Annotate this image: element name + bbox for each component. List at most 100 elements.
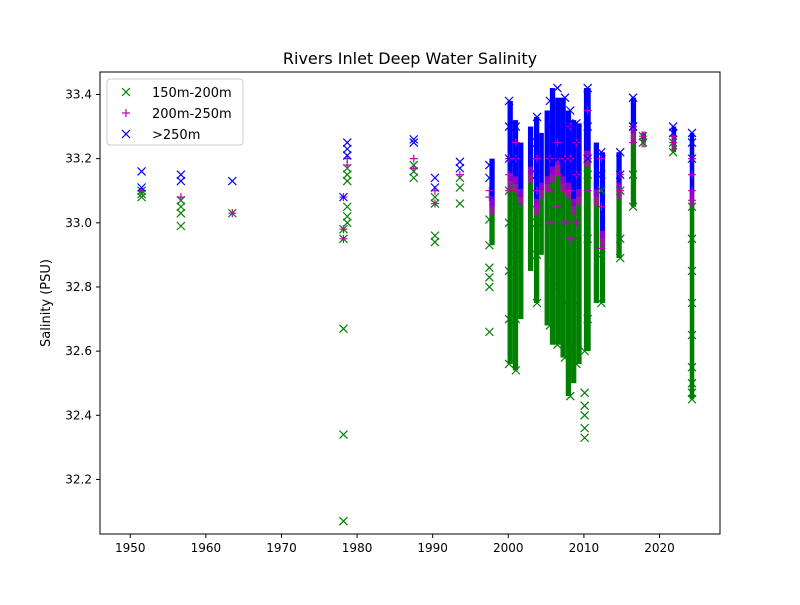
point-150-200m bbox=[583, 170, 593, 180]
column-over-250m bbox=[571, 120, 577, 207]
column-200-250m bbox=[549, 166, 556, 183]
y-axis: 32.2 32.4 32.6 32.8 33.0 33.2 33.4 bbox=[65, 87, 100, 486]
legend-marker bbox=[121, 87, 131, 97]
legend-marker bbox=[122, 109, 130, 117]
point-150-200m bbox=[511, 250, 521, 260]
point-200-250m bbox=[688, 170, 697, 179]
point-150-200m bbox=[484, 272, 494, 282]
y-tick-label: 32.2 bbox=[65, 472, 92, 486]
point-200-250m bbox=[533, 186, 542, 195]
point-150-200m bbox=[628, 202, 638, 212]
point-over-250m bbox=[615, 170, 625, 180]
point-over-250m bbox=[553, 154, 562, 164]
column-200-250m bbox=[630, 124, 637, 141]
column-150-200m bbox=[555, 165, 561, 345]
point-200-250m bbox=[688, 186, 697, 195]
point-over-250m bbox=[409, 138, 419, 148]
point-150-200m bbox=[484, 282, 494, 292]
column-200-250m bbox=[641, 131, 646, 148]
point-200-250m bbox=[545, 186, 554, 195]
x-tick-label: 1970 bbox=[266, 541, 297, 555]
point-150-200m bbox=[583, 234, 593, 244]
point-over-250m bbox=[565, 106, 575, 115]
data-points bbox=[137, 83, 697, 526]
point-over-250m bbox=[668, 122, 678, 131]
x-tick-label: 2020 bbox=[644, 541, 675, 555]
point-150-200m bbox=[545, 266, 555, 276]
point-200-250m bbox=[688, 196, 697, 205]
point-200-250m bbox=[597, 202, 606, 211]
column-over-250m bbox=[489, 158, 495, 207]
point-150-200m bbox=[176, 208, 186, 218]
point-over-250m bbox=[583, 122, 593, 131]
point-150-200m bbox=[687, 202, 697, 212]
legend: 150m-200m 200m-250m >250m bbox=[106, 78, 244, 146]
column-over-250m bbox=[565, 110, 572, 191]
point-over-250m bbox=[342, 138, 352, 148]
point-150-200m bbox=[668, 147, 678, 157]
point-over-250m bbox=[687, 128, 697, 138]
column-150-200m bbox=[689, 200, 695, 400]
point-over-250m bbox=[571, 138, 581, 148]
point-150-200m bbox=[342, 202, 352, 212]
column-over-250m bbox=[560, 97, 566, 185]
column-200-250m bbox=[507, 173, 513, 190]
point-150-200m bbox=[571, 298, 581, 308]
legend-marker bbox=[121, 129, 131, 139]
point-150-200m bbox=[484, 263, 494, 273]
column-200-250m bbox=[527, 166, 534, 183]
y-tick-label: 32.8 bbox=[65, 280, 92, 294]
column-150-200m bbox=[549, 174, 556, 345]
point-200-250m bbox=[566, 234, 575, 243]
point-over-250m bbox=[553, 83, 562, 93]
point-over-250m bbox=[596, 170, 606, 180]
dense-data-columns bbox=[489, 88, 695, 400]
point-over-250m bbox=[137, 167, 147, 176]
point-over-250m bbox=[455, 163, 465, 173]
point-over-250m bbox=[545, 154, 555, 164]
point-200-250m bbox=[566, 186, 575, 195]
column-200-250m bbox=[539, 182, 544, 199]
point-150-200m bbox=[545, 321, 555, 330]
point-over-250m bbox=[687, 154, 697, 164]
y-tick-label: 32.4 bbox=[65, 408, 92, 422]
column-over-250m bbox=[576, 123, 582, 198]
column-150-200m bbox=[599, 238, 606, 303]
point-over-250m bbox=[484, 160, 494, 170]
point-over-250m bbox=[511, 122, 521, 131]
point-200-250m bbox=[505, 186, 514, 195]
x-tick-label: 1990 bbox=[417, 541, 448, 555]
point-150-200m bbox=[532, 250, 542, 260]
point-over-250m bbox=[668, 128, 678, 138]
column-150-200m bbox=[560, 184, 566, 358]
point-150-200m bbox=[137, 192, 147, 202]
column-over-250m bbox=[689, 132, 695, 201]
point-150-200m bbox=[504, 314, 514, 324]
column-200-250m bbox=[599, 230, 606, 247]
column-over-250m bbox=[549, 88, 556, 175]
column-150-200m bbox=[544, 184, 550, 326]
point-150-200m bbox=[532, 298, 542, 308]
point-200-250m bbox=[561, 218, 569, 227]
point-over-250m bbox=[532, 138, 542, 148]
point-over-250m bbox=[455, 157, 465, 167]
y-tick-label: 33.0 bbox=[65, 216, 92, 230]
point-150-200m bbox=[553, 282, 562, 292]
point-150-200m bbox=[342, 170, 352, 180]
point-150-200m bbox=[504, 266, 514, 276]
point-150-200m bbox=[596, 250, 606, 260]
point-200-250m bbox=[597, 154, 606, 163]
column-200-250m bbox=[571, 198, 577, 215]
point-150-200m bbox=[687, 330, 697, 340]
point-200-250m bbox=[533, 202, 542, 211]
point-150-200m bbox=[511, 365, 521, 375]
column-200-250m bbox=[544, 176, 550, 193]
point-over-250m bbox=[339, 192, 348, 202]
point-over-250m bbox=[176, 170, 186, 180]
point-200-250m bbox=[583, 186, 592, 195]
point-150-200m bbox=[553, 211, 562, 221]
point-over-250m bbox=[583, 83, 593, 93]
point-150-200m bbox=[430, 231, 440, 241]
legend-label: 150m-200m bbox=[152, 86, 232, 101]
